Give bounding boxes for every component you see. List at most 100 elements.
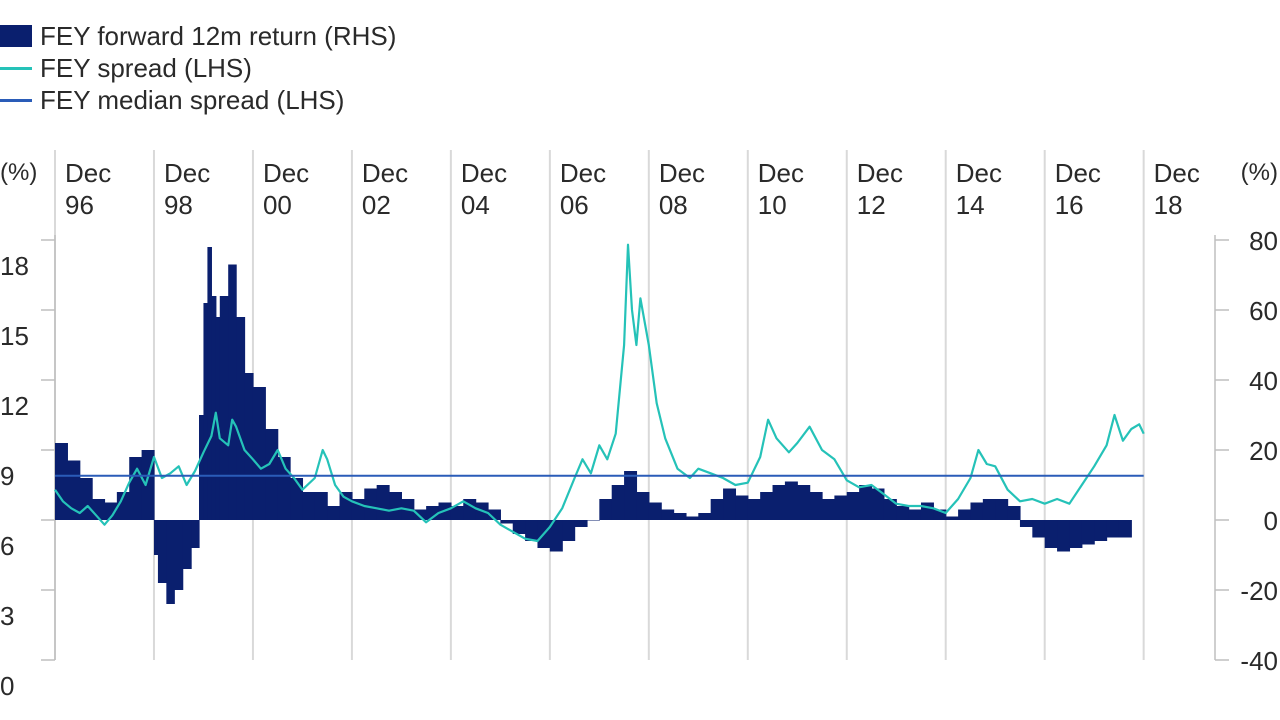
x-tick-label-month: Dec bbox=[164, 158, 210, 188]
return-bar bbox=[883, 499, 897, 520]
x-tick-label-month: Dec bbox=[758, 158, 804, 188]
return-bar bbox=[219, 296, 229, 520]
return-bar bbox=[735, 495, 749, 520]
return-bar bbox=[413, 509, 427, 520]
legend-item-returns: FEY forward 12m return (RHS) bbox=[0, 20, 396, 52]
return-bar bbox=[182, 520, 192, 569]
return-bar bbox=[673, 513, 687, 520]
return-bar bbox=[945, 516, 959, 520]
x-tick-label-year: 14 bbox=[956, 190, 985, 220]
x-tick-label-year: 16 bbox=[1055, 190, 1084, 220]
right-axis-tick-label: 40 bbox=[1249, 366, 1278, 396]
return-bar bbox=[79, 478, 93, 520]
left-axis-tick-label: 6 bbox=[0, 531, 14, 561]
x-tick-label-year: 08 bbox=[659, 190, 688, 220]
x-tick-label-year: 06 bbox=[560, 190, 589, 220]
right-axis-tick-label: -20 bbox=[1240, 576, 1278, 606]
legend-item-median: FEY median spread (LHS) bbox=[0, 84, 396, 116]
return-bar bbox=[698, 513, 712, 520]
return-bar bbox=[314, 492, 328, 520]
return-bar bbox=[599, 499, 613, 520]
return-bar bbox=[624, 471, 638, 520]
x-tick-label-year: 12 bbox=[857, 190, 886, 220]
return-bar bbox=[203, 303, 209, 520]
return-bar bbox=[302, 492, 316, 520]
return-bar bbox=[846, 492, 860, 520]
left-axis-tick-label: 18 bbox=[0, 251, 29, 281]
x-tick-label-month: Dec bbox=[263, 158, 309, 188]
left-axis-tick-label: 12 bbox=[0, 391, 29, 421]
x-tick-label-month: Dec bbox=[659, 158, 705, 188]
right-axis-tick-label: 0 bbox=[1264, 506, 1278, 536]
x-tick-label-year: 10 bbox=[758, 190, 787, 220]
chart: (%) (%)Dec96Dec98Dec00Dec02Dec04Dec06Dec0… bbox=[0, 150, 1278, 701]
x-tick-label-month: Dec bbox=[857, 158, 903, 188]
legend-label-returns: FEY forward 12m return (RHS) bbox=[40, 20, 397, 51]
return-bar bbox=[191, 520, 200, 548]
return-bar bbox=[104, 502, 118, 520]
return-bar bbox=[55, 443, 68, 520]
x-tick-label-month: Dec bbox=[1154, 158, 1200, 188]
legend-swatch-returns bbox=[0, 25, 32, 47]
return-bar bbox=[129, 457, 143, 520]
return-bar bbox=[512, 520, 526, 534]
return-bar bbox=[1032, 520, 1046, 538]
return-bar bbox=[277, 457, 291, 520]
return-bar bbox=[157, 520, 167, 583]
return-bar bbox=[525, 520, 539, 541]
right-axis-tick-label: -40 bbox=[1240, 646, 1278, 676]
return-bar bbox=[236, 317, 246, 520]
x-tick-label-year: 18 bbox=[1154, 190, 1183, 220]
legend-label-spread: FEY spread (LHS) bbox=[40, 52, 252, 83]
return-bar bbox=[710, 499, 724, 520]
return-bar bbox=[747, 499, 761, 520]
x-tick-label-month: Dec bbox=[1055, 158, 1101, 188]
return-bar bbox=[822, 499, 835, 520]
return-bar bbox=[1106, 520, 1120, 538]
return-bar bbox=[636, 492, 650, 520]
return-bar bbox=[958, 509, 972, 520]
return-bar bbox=[1057, 520, 1071, 552]
return-bar bbox=[228, 264, 237, 520]
return-bar bbox=[376, 485, 390, 520]
return-bar bbox=[562, 520, 576, 541]
return-bar bbox=[265, 429, 279, 520]
x-tick-label-month: Dec bbox=[461, 158, 507, 188]
return-bar bbox=[809, 492, 823, 520]
return-bar bbox=[1044, 520, 1058, 548]
return-bar bbox=[661, 509, 675, 520]
return-bar bbox=[1081, 520, 1095, 545]
return-bar bbox=[760, 492, 774, 520]
x-tick-label-month: Dec bbox=[362, 158, 408, 188]
x-tick-label-month: Dec bbox=[65, 158, 111, 188]
return-bar bbox=[1118, 520, 1132, 538]
legend-item-spread: FEY spread (LHS) bbox=[0, 52, 396, 84]
right-axis-tick-label: 80 bbox=[1249, 226, 1278, 256]
legend: FEY forward 12m return (RHS) FEY spread … bbox=[0, 20, 396, 116]
return-bar bbox=[1019, 520, 1033, 527]
return-bar bbox=[166, 520, 175, 604]
return-bar bbox=[871, 488, 885, 520]
return-bar bbox=[723, 488, 737, 520]
return-bar bbox=[1007, 506, 1021, 520]
right-axis-tick-label: 20 bbox=[1249, 436, 1278, 466]
return-bar bbox=[920, 502, 934, 520]
return-bar bbox=[834, 495, 848, 520]
return-bar bbox=[327, 506, 341, 520]
return-bar bbox=[116, 492, 130, 520]
x-tick-label-year: 98 bbox=[164, 190, 193, 220]
return-bar bbox=[450, 506, 464, 520]
x-tick-label-month: Dec bbox=[956, 158, 1002, 188]
x-tick-label-year: 04 bbox=[461, 190, 490, 220]
left-axis-tick-label: 3 bbox=[0, 601, 14, 631]
return-bar bbox=[859, 485, 873, 520]
x-tick-label-month: Dec bbox=[560, 158, 606, 188]
return-bar bbox=[174, 520, 184, 590]
return-bar bbox=[970, 502, 984, 520]
legend-swatch-spread bbox=[0, 66, 32, 70]
return-bar bbox=[199, 415, 205, 520]
x-tick-label-year: 96 bbox=[65, 190, 94, 220]
return-bar bbox=[586, 520, 600, 521]
return-bar bbox=[1094, 520, 1108, 541]
return-bar bbox=[500, 520, 514, 524]
